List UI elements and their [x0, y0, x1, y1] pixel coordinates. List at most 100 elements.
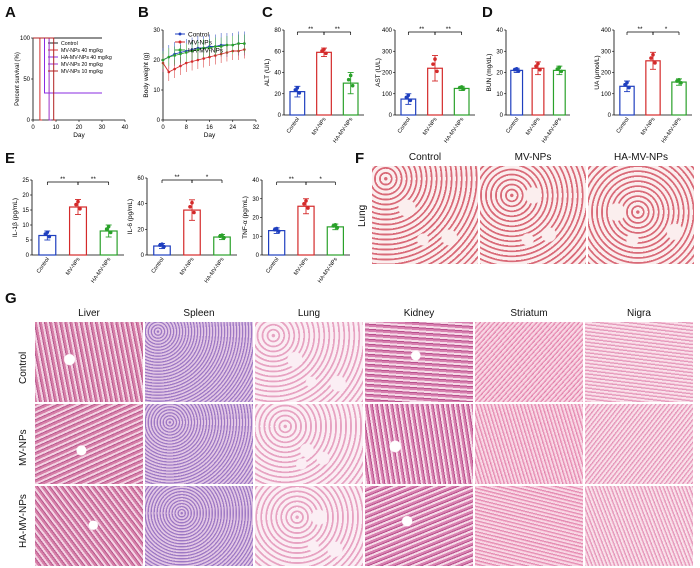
- B-ytick-label: 10: [153, 88, 160, 94]
- B-ylabel: Body weight (g): [143, 52, 150, 97]
- panel-f-lung-image: [372, 166, 478, 264]
- B-point: [167, 55, 171, 59]
- panel-label-a: A: [5, 4, 16, 21]
- E3-point: [276, 229, 281, 234]
- A-xtick-label: 0: [31, 125, 35, 131]
- C2-bar: [453, 87, 470, 116]
- panel-g-row-label: Control: [18, 351, 29, 384]
- D1-point: [559, 69, 564, 74]
- C1-point: [324, 51, 328, 56]
- E1-sig-label: **: [91, 176, 97, 183]
- panel-f-column-header: HA-MV-NPs: [614, 152, 668, 163]
- E3-ytick-label: 20: [252, 216, 259, 222]
- panel-g-histology-image: [475, 404, 583, 484]
- panel-f-lung-image: [588, 166, 694, 264]
- D2-ylabel: UA (μmol/L): [594, 55, 601, 89]
- panel-g-histology-image: [475, 486, 583, 566]
- C1-ytick-label: 60: [274, 49, 281, 55]
- C2-ytick-label: 300: [382, 49, 393, 55]
- C2-ytick-label: 100: [382, 92, 393, 98]
- B-legend-marker: [178, 40, 182, 44]
- E3-ytick-label: 40: [252, 178, 259, 184]
- B-point: [190, 49, 194, 53]
- A-legend-label: MV-NPs 40 mg/kg: [61, 48, 103, 54]
- D1-ytick-label: 30: [496, 49, 503, 55]
- D2-point: [625, 80, 629, 85]
- E2-point: [192, 210, 196, 215]
- B-legend-marker: [178, 48, 182, 52]
- E3-point: [304, 199, 308, 203]
- D2-xtick-label: HA-MV-NPs: [661, 117, 683, 145]
- E2-xtick-label: Control: [151, 257, 166, 275]
- E1-point: [47, 234, 52, 239]
- C2-xtick-label: Control: [397, 117, 412, 135]
- C1-point: [348, 73, 353, 78]
- panel-g-histology-image: [585, 404, 693, 484]
- C1-xtick-label: HA-MV-NPs: [332, 117, 354, 145]
- B-ytick-label: 0: [157, 118, 161, 124]
- B-xlabel: Day: [204, 132, 216, 139]
- panel-g-histology-image: [255, 486, 363, 566]
- D2-ytick-label: 200: [601, 71, 612, 77]
- panel-g-column-header: Spleen: [183, 308, 215, 319]
- B-point: [225, 43, 229, 47]
- panel-f-column-header: Control: [408, 152, 442, 163]
- panel-f-column-header: MV-NPs: [514, 152, 552, 163]
- D1-xtick-label: MV-NPs: [525, 117, 542, 137]
- B-ytick-label: 20: [153, 58, 160, 64]
- C1-ytick-label: 80: [274, 28, 281, 34]
- C1-bar: [316, 51, 332, 116]
- B-point: [184, 61, 188, 65]
- E2-ylabel: IL-6 (pg/mL): [127, 199, 134, 234]
- E1-point: [106, 224, 111, 229]
- D2-bar: [671, 81, 687, 116]
- panel-g-row-label: MV-NPs: [18, 429, 29, 466]
- A-xtick-label: 30: [99, 125, 106, 131]
- D1-ytick-label: 10: [496, 92, 503, 98]
- D2-point: [677, 77, 681, 82]
- E1-xtick-label: MV-NPs: [65, 257, 82, 277]
- E1-point: [45, 230, 50, 235]
- A-legend-label: Control: [61, 41, 78, 47]
- B-ytick-label: 30: [153, 28, 160, 34]
- D1-point: [557, 65, 562, 70]
- C1-point: [322, 47, 326, 52]
- D2-xtick-label: Control: [616, 117, 631, 135]
- E3-ytick-label: 0: [256, 253, 260, 259]
- A-series-line: [33, 37, 43, 121]
- D1-point: [514, 67, 519, 71]
- E1-point: [108, 230, 113, 235]
- B-point: [179, 52, 182, 56]
- panel-label-b: B: [138, 4, 149, 21]
- D1-point: [534, 64, 538, 69]
- D2-point: [651, 52, 655, 57]
- A-xtick-label: 40: [122, 125, 129, 131]
- B-point: [184, 51, 188, 54]
- panel-g-histology-image: [365, 322, 473, 402]
- C2-xtick-label: MV-NPs: [422, 117, 439, 137]
- C1-ytick-label: 20: [274, 92, 281, 98]
- C2-sig-label: **: [419, 26, 425, 33]
- panel-g-histology-image: [585, 322, 693, 402]
- B-point: [161, 58, 165, 62]
- D2-ytick-label: 300: [601, 49, 612, 55]
- E3-point: [333, 223, 338, 227]
- D2-sig-label: **: [637, 26, 643, 33]
- D2-ytick-label: 100: [601, 92, 612, 98]
- C1-xtick-label: MV-NPs: [311, 117, 328, 137]
- C2-ytick-label: 400: [382, 28, 393, 34]
- C2-point: [433, 57, 437, 61]
- A-xtick-label: 20: [76, 125, 83, 131]
- A-ylabel: Percent survival (%): [15, 52, 21, 106]
- E1-ylabel: IL-1β (pg/mL): [12, 198, 19, 237]
- E2-ytick-label: 20: [137, 227, 144, 233]
- C2-sig-label: **: [446, 26, 452, 33]
- E3-bar: [268, 230, 286, 256]
- C1-xtick-label: Control: [286, 117, 301, 135]
- E3-point: [306, 206, 310, 210]
- E2-ytick-label: 0: [141, 253, 145, 259]
- B-xtick-label: 16: [206, 125, 213, 131]
- E3-point: [302, 202, 306, 206]
- E2-xtick-label: MV-NPs: [179, 257, 196, 277]
